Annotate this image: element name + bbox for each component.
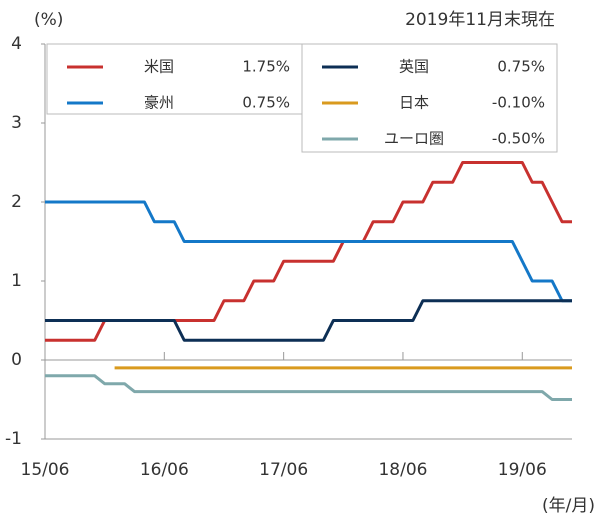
legend-value: 0.75%	[242, 94, 290, 112]
y-tick-label: 0	[11, 350, 22, 370]
y-tick-label: 3	[11, 113, 22, 133]
legend-value: 1.75%	[242, 58, 290, 76]
y-tick-label: 4	[11, 34, 22, 54]
unit-label: (%)	[34, 10, 63, 30]
legend-name: 日本	[399, 94, 429, 112]
legend: 米国 1.75% 豪州 0.75% 英国 0.75% 日本 -0.10% ユーロ圏 -0.50%	[46, 43, 558, 153]
x-axis-label: (年/月)	[542, 496, 595, 516]
legend-name: ユーロ圏	[384, 130, 444, 148]
series-line	[45, 200, 572, 303]
legend-value: -0.50%	[492, 130, 545, 148]
legend-name: 米国	[144, 58, 174, 76]
x-tick-label: 17/06	[259, 460, 308, 480]
series-line	[45, 299, 572, 342]
plot	[41, 43, 572, 440]
legend-name: 豪州	[144, 94, 174, 112]
x-tick-label: 18/06	[378, 460, 427, 480]
legend-box	[301, 43, 558, 153]
y-tick-label: 1	[11, 271, 22, 291]
note: 2019年11月末現在	[405, 10, 555, 30]
y-tick-label: 2	[11, 192, 22, 212]
y-tick-label: -1	[5, 429, 22, 449]
x-tick-label: 15/06	[21, 460, 70, 480]
legend-value: -0.10%	[492, 94, 545, 112]
series-line	[45, 161, 572, 342]
legend-name: 英国	[399, 58, 429, 76]
legend-value: 0.75%	[497, 58, 545, 76]
x-tick-label: 16/06	[140, 460, 189, 480]
series-line	[45, 374, 572, 401]
x-tick-label: 19/06	[498, 460, 547, 480]
